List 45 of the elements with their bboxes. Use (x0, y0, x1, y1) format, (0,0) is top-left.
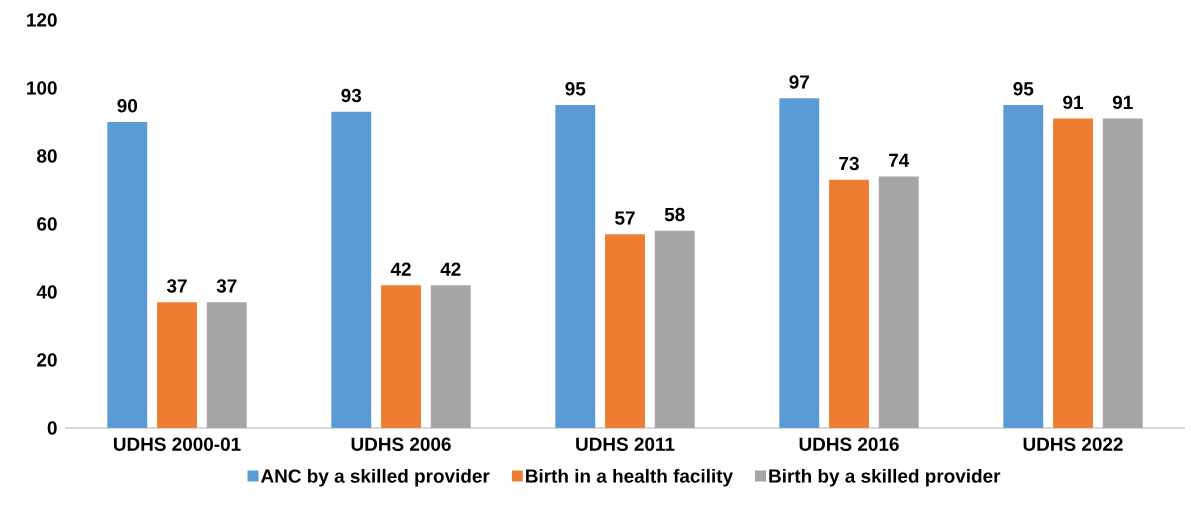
y-tick-label: 20 (37, 353, 57, 367)
data-label: 93 (341, 88, 362, 103)
bar (555, 104, 596, 428)
bar (331, 111, 372, 428)
data-label: 37 (166, 279, 187, 293)
bar (605, 234, 645, 428)
y-tick-label: 0 (47, 421, 57, 435)
data-label: 74 (889, 153, 910, 167)
y-tick-label: 120 (27, 13, 57, 27)
data-label: 91 (1063, 95, 1083, 110)
legend-label: Birth by a skilled provider (769, 468, 1001, 487)
data-label: 57 (615, 211, 635, 225)
legend-label: Birth in a health facility (526, 468, 733, 487)
data-label: 58 (664, 207, 685, 222)
data-label: 37 (216, 279, 237, 293)
data-label: 73 (839, 156, 859, 171)
bar (878, 176, 919, 428)
bar (1102, 118, 1143, 428)
y-tick-label: 40 (36, 285, 57, 299)
data-label: 95 (1013, 82, 1034, 96)
data-label: 42 (390, 262, 411, 276)
bar (206, 302, 247, 428)
y-tick-label: 60 (37, 217, 57, 231)
x-tick-label: UDHS 2000-01 (113, 437, 241, 451)
x-tick-label: UDHS 2006 (351, 437, 451, 451)
x-tick-label: UDHS 2022 (1023, 437, 1123, 451)
bar (157, 302, 197, 428)
bar (829, 179, 869, 428)
bar (654, 230, 695, 428)
data-label: 97 (789, 75, 809, 89)
bar (107, 121, 148, 428)
x-tick-label: UDHS 2011 (576, 437, 675, 451)
legend-label: ANC by a skilled provider (260, 468, 490, 487)
data-label: 95 (565, 82, 586, 96)
data-label: 42 (440, 262, 461, 276)
y-tick-label: 100 (27, 81, 57, 95)
x-tick-label: UDHS 2016 (799, 437, 899, 451)
bar (381, 285, 421, 428)
data-label: 91 (1112, 95, 1133, 110)
bar (779, 98, 820, 428)
y-tick-label: 80 (37, 149, 57, 163)
data-label: 90 (117, 99, 138, 113)
bar (1053, 118, 1093, 428)
bar (1003, 104, 1044, 428)
bar (430, 285, 471, 428)
